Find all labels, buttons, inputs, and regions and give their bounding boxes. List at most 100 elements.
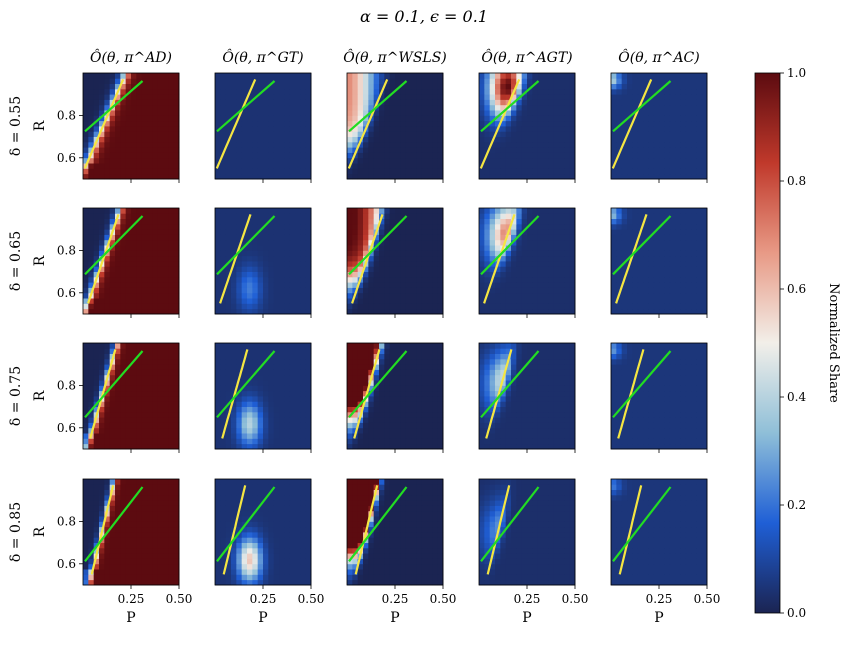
heatmap-cell [136, 479, 143, 485]
heatmap-cell [373, 218, 380, 225]
heatmap-cell [173, 547, 180, 554]
heatmap-cell [136, 208, 143, 214]
heatmap-cell [279, 396, 285, 402]
heatmap-cell [427, 83, 433, 90]
heatmap-cell [479, 141, 485, 148]
heatmap-cell [300, 213, 307, 219]
heatmap-cell [305, 120, 312, 127]
heatmap-cell [363, 276, 369, 283]
heatmap-cell [479, 308, 485, 315]
heatmap-cell [521, 152, 528, 159]
heatmap-cell [120, 173, 127, 180]
heatmap-cell [352, 239, 359, 246]
heatmap-cell [432, 579, 439, 586]
heatmap-cell [109, 443, 116, 450]
heatmap-cell [289, 348, 296, 354]
heatmap-cell [252, 152, 259, 159]
heatmap-cell [88, 120, 95, 127]
heatmap-cell [527, 115, 533, 122]
heatmap-cell [411, 422, 417, 429]
heatmap-cell [141, 484, 148, 490]
heatmap-cell [295, 292, 301, 299]
heatmap-cell [384, 563, 391, 570]
heatmap-cell [131, 152, 137, 159]
heatmap-cell [141, 266, 148, 272]
heatmap-cell [279, 136, 285, 143]
heatmap-cell [427, 433, 433, 439]
heatmap-cell [395, 390, 401, 397]
heatmap-cell [109, 510, 116, 517]
heatmap-cell [99, 73, 105, 79]
heatmap-cell [104, 276, 111, 283]
heatmap-cell [93, 218, 100, 225]
heatmap-cell [411, 104, 417, 111]
heatmap-cell [83, 574, 89, 581]
heatmap-cell [432, 390, 439, 397]
heatmap-cell [373, 532, 380, 538]
heatmap-cell [368, 547, 375, 554]
heatmap-cell [225, 579, 232, 586]
heatmap-cell [220, 574, 227, 581]
heatmap-cell [152, 157, 159, 164]
heatmap-cell [109, 120, 116, 127]
heatmap-cell [400, 358, 407, 365]
heatmap-cell [289, 234, 296, 241]
heatmap-cell [347, 73, 353, 79]
heatmap-cell [241, 401, 248, 407]
heatmap-cell [268, 494, 275, 501]
heatmap-cell [157, 563, 164, 570]
heatmap-cell [131, 353, 137, 360]
heatmap-cell [268, 99, 275, 106]
heatmap-cell [363, 422, 369, 429]
heatmap-cell [289, 115, 296, 122]
heatmap-cell [427, 120, 433, 127]
heatmap-cell [505, 255, 512, 262]
heatmap-cell [268, 500, 275, 506]
heatmap-cell [389, 208, 396, 214]
heatmap-cell [136, 443, 143, 450]
heatmap-cell [363, 579, 369, 586]
heatmap-cell [88, 427, 95, 434]
heatmap-cell [109, 83, 116, 90]
heatmap-cell [437, 88, 444, 95]
heatmap-cell [400, 99, 407, 106]
heatmap-cell [427, 255, 433, 262]
heatmap-cell [479, 157, 485, 164]
heatmap-cell [279, 276, 285, 283]
heatmap-cell [241, 563, 248, 570]
heatmap-cell [427, 427, 433, 434]
heatmap-cell [225, 115, 232, 122]
heatmap-cell [500, 255, 507, 262]
heatmap-cell [268, 364, 275, 370]
heatmap-cell [273, 343, 280, 349]
heatmap-cell [173, 579, 180, 586]
heatmap-cell [93, 303, 100, 310]
heatmap-cell [352, 422, 359, 429]
heatmap-cell [437, 532, 444, 538]
heatmap-cell [147, 427, 153, 434]
heatmap-cell [363, 141, 369, 148]
heatmap-cell [220, 438, 227, 445]
heatmap-cell [99, 353, 105, 360]
heatmap-cell [131, 553, 137, 559]
heatmap-cell [157, 422, 164, 429]
heatmap-cell [379, 282, 385, 288]
heatmap-cell [215, 287, 221, 294]
heatmap-cell [363, 223, 369, 230]
heatmap-cell [225, 526, 232, 533]
heatmap-cell [400, 401, 407, 407]
heatmap-cell [347, 553, 353, 559]
heatmap-cell [120, 358, 127, 365]
heatmap-cell [252, 266, 259, 272]
heatmap-cell [152, 168, 159, 175]
heatmap-cell [373, 348, 380, 354]
heatmap-cell [305, 343, 312, 349]
heatmap-cell [347, 374, 353, 381]
heatmap-cell [389, 73, 396, 79]
heatmap-cell [173, 433, 180, 439]
heatmap-cell [115, 168, 121, 175]
heatmap-cell [363, 364, 369, 370]
heatmap-cell [115, 239, 121, 246]
heatmap-cell [152, 115, 159, 122]
heatmap-cell [437, 271, 444, 278]
